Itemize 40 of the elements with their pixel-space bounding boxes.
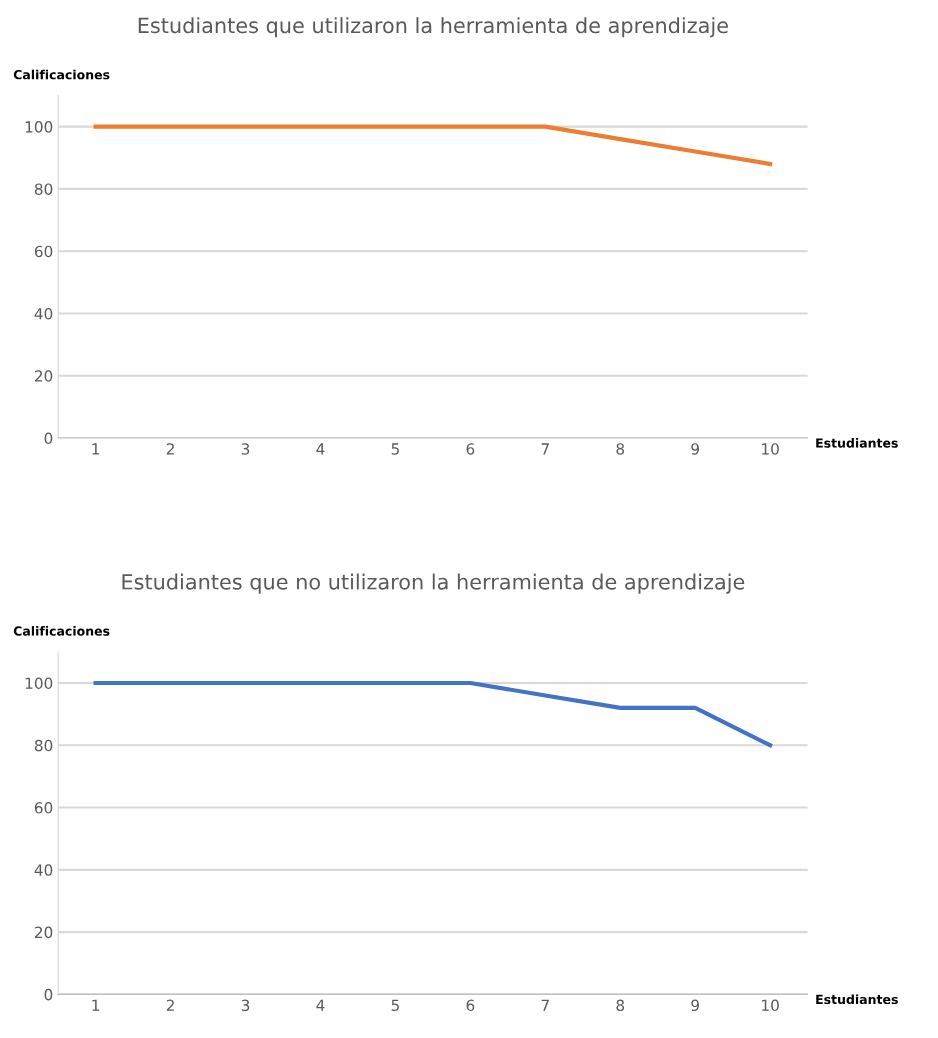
- x-tick-label: 3: [241, 999, 250, 1012]
- y-tick-label: 100: [25, 677, 53, 690]
- x-tick-label: 9: [691, 443, 699, 455]
- y-tick-label: 60: [34, 802, 53, 814]
- x-tick-label: 4: [316, 999, 325, 1011]
- x-tick-label: 6: [466, 999, 475, 1012]
- chart-title: Estudiantes que utilizaron la herramienta de aprendizaje: [138, 17, 728, 38]
- x-tick-label: 8: [616, 999, 625, 1012]
- x-tick-label: 1: [92, 999, 100, 1011]
- x-tick-label: 1: [92, 443, 100, 455]
- x-tick-label: 6: [466, 443, 475, 455]
- x-tick-label: 8: [616, 443, 625, 455]
- y-tick-label: 0: [44, 988, 53, 1001]
- x-tick-label: 5: [391, 999, 399, 1012]
- y-tick-label: 80: [34, 739, 53, 752]
- x-tick-label: 10: [762, 999, 779, 1012]
- x-tick-label: 5: [391, 443, 399, 455]
- y-tick-label: 100: [25, 121, 53, 133]
- x-tick-label: 3: [241, 443, 250, 455]
- x-axis-title: Estudiantes: [816, 994, 898, 1005]
- x-tick-label: 2: [166, 999, 174, 1011]
- x-tick-label: 4: [316, 443, 325, 455]
- y-tick-label: 20: [34, 370, 53, 382]
- x-axis-title: Estudiantes: [816, 438, 898, 448]
- y-axis-title: Calificaciones: [13, 626, 110, 636]
- y-tick-label: 40: [34, 864, 53, 876]
- x-tick-label: 7: [541, 443, 549, 455]
- x-tick-label: 2: [166, 443, 174, 455]
- y-tick-label: 20: [34, 926, 53, 939]
- y-tick-label: 60: [34, 245, 53, 258]
- y-axis-title: Calificaciones: [13, 69, 110, 80]
- chart-title: Estudiantes que no utilizaron la herramienta de aprendizaje: [122, 573, 745, 594]
- line-series: [93, 680, 773, 748]
- y-tick-label: 80: [34, 183, 53, 195]
- x-tick-label: 10: [762, 443, 779, 455]
- y-tick-label: 0: [44, 432, 53, 445]
- y-tick-label: 40: [34, 307, 53, 320]
- x-tick-label: 7: [541, 999, 549, 1011]
- line-series: [93, 124, 773, 167]
- x-tick-label: 9: [691, 999, 699, 1012]
